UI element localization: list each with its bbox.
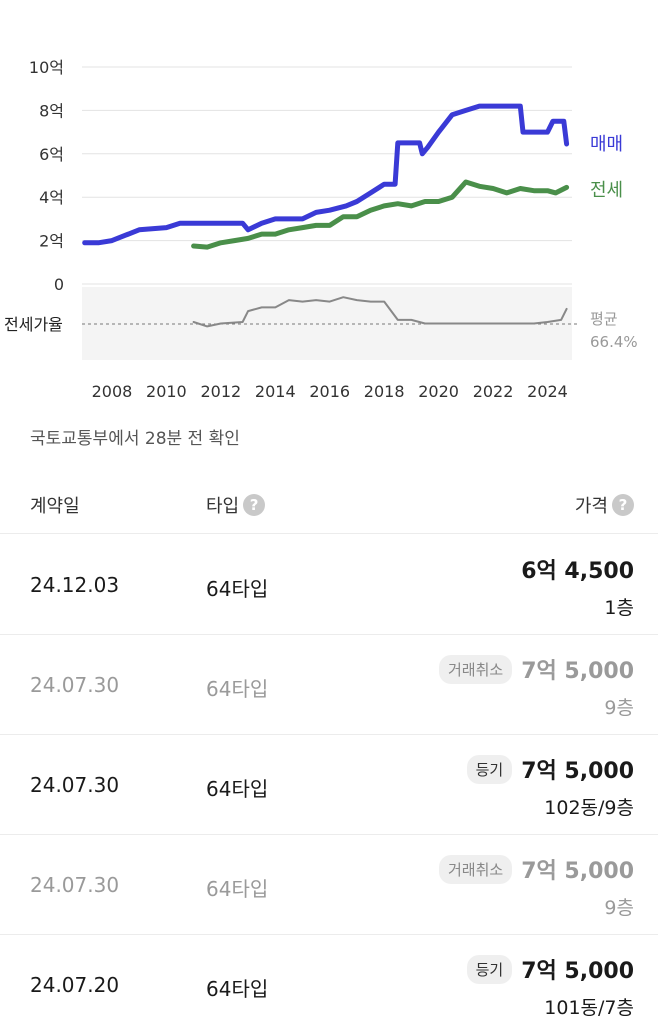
y-tick-label: 0 xyxy=(54,275,64,294)
x-tick-label: 2018 xyxy=(364,382,405,401)
row-date: 24.12.03 xyxy=(30,573,120,597)
row-floor: 102동/9층 xyxy=(544,797,634,819)
legend-jeonse: 전세 xyxy=(590,180,623,201)
y-tick-label: 2억 xyxy=(39,232,64,251)
header-type: 타입 ? xyxy=(206,492,266,518)
y-tick-label: 10억 xyxy=(29,58,64,77)
x-tick-label: 2020 xyxy=(418,382,459,401)
source-text: 국토교통부에서 28분 전 확인 xyxy=(30,429,240,449)
x-tick-label: 2022 xyxy=(473,382,514,401)
row-date: 24.07.20 xyxy=(30,973,120,997)
row-date: 24.07.30 xyxy=(30,873,120,897)
y-tick-label: 4억 xyxy=(39,188,64,207)
series-line-매매 xyxy=(82,103,570,246)
row-type: 64타입 xyxy=(206,577,269,601)
row-price: 7억 5,000 xyxy=(521,759,634,784)
table-row[interactable]: 24.07.30 64타입 등기 7억 5,000 102동/9층 xyxy=(0,735,658,835)
table-header: 계약일 타입 ? 가격 ? xyxy=(0,484,658,534)
series-line-전세가율 xyxy=(192,296,568,328)
row-price: 7억 5,000 xyxy=(521,959,634,984)
legend-sale: 매매 xyxy=(590,134,623,155)
type-help-icon[interactable]: ? xyxy=(243,494,266,516)
cancelled-badge: 거래취소 xyxy=(439,654,513,684)
row-price-line: 거래취소 7억 5,000 xyxy=(439,853,634,885)
header-date: 계약일 xyxy=(30,496,80,517)
row-floor: 1층 xyxy=(604,597,634,619)
y-tick-label: 8억 xyxy=(39,101,64,120)
row-date: 24.07.30 xyxy=(30,773,120,797)
price-chart: 0 2억 4억 6억 8억 10억 2008 2010 2012 2014 2016 2018 2020… xyxy=(0,0,658,410)
series-line-전세 xyxy=(191,179,570,250)
row-type: 64타입 xyxy=(206,677,269,701)
table-row[interactable]: 24.12.03 64타입 6억 4,500 1층 xyxy=(0,535,658,635)
row-date: 24.07.30 xyxy=(30,673,120,697)
x-tick-label: 2014 xyxy=(255,382,296,401)
ratio-label: 전세가율 xyxy=(4,315,63,334)
row-price: 6억 4,500 xyxy=(521,559,634,584)
table-row[interactable]: 24.07.30 64타입 거래취소 7억 5,000 9층 xyxy=(0,635,658,735)
row-floor: 9층 xyxy=(604,897,634,919)
header-price: 가격 ? xyxy=(575,492,634,518)
table-row[interactable]: 24.07.30 64타입 거래취소 7억 5,000 9층 xyxy=(0,835,658,935)
x-tick-label: 2016 xyxy=(309,382,350,401)
average-value: 66.4% xyxy=(590,333,638,351)
row-type: 64타입 xyxy=(206,877,269,901)
row-price-line: 6억 4,500 xyxy=(521,553,634,585)
price-chart-svg: 0 2억 4억 6억 8억 10억 2008 2010 2012 2014 2016 2018 2020… xyxy=(4,58,638,401)
row-price: 7억 5,000 xyxy=(521,859,634,884)
row-floor: 9층 xyxy=(604,697,634,719)
price-help-icon[interactable]: ? xyxy=(612,494,634,516)
cancelled-badge: 거래취소 xyxy=(439,854,513,884)
registered-badge: 등기 xyxy=(466,754,513,784)
x-tick-label: 2024 xyxy=(527,382,568,401)
y-tick-label: 6억 xyxy=(39,145,64,164)
average-label: 평균 xyxy=(590,310,618,328)
x-tick-label: 2008 xyxy=(92,382,133,401)
registered-badge: 등기 xyxy=(466,954,513,984)
table-row[interactable]: 24.07.20 64타입 등기 7억 5,000 101동/7층 xyxy=(0,935,658,1035)
row-price-line: 등기 7억 5,000 xyxy=(466,953,634,985)
x-tick-label: 2012 xyxy=(200,382,241,401)
row-price-line: 거래취소 7억 5,000 xyxy=(439,653,634,685)
row-type: 64타입 xyxy=(206,977,269,1001)
x-tick-label: 2010 xyxy=(146,382,187,401)
row-price: 7억 5,000 xyxy=(521,659,634,684)
row-type: 64타입 xyxy=(206,777,269,801)
row-price-line: 등기 7억 5,000 xyxy=(466,753,634,785)
row-floor: 101동/7층 xyxy=(544,997,634,1019)
